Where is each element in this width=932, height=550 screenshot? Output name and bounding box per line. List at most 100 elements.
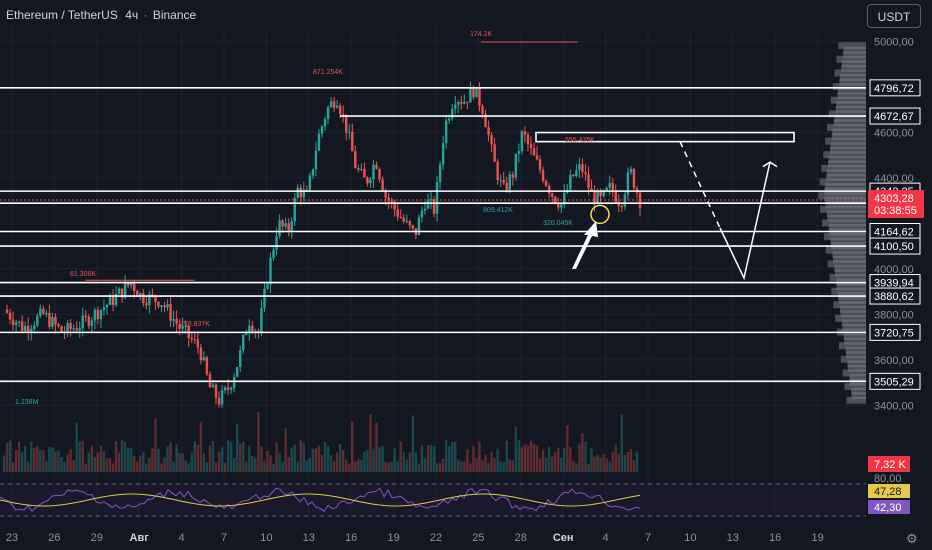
volume-bar (611, 451, 614, 472)
volume-bar (426, 445, 430, 472)
volume-bar (181, 453, 184, 472)
volume-bar (587, 463, 590, 472)
volume-bar (635, 451, 639, 472)
candle-body (547, 185, 551, 194)
volume-bar (223, 462, 227, 472)
volume-bar (629, 449, 633, 472)
price-label-box (869, 323, 921, 341)
volume-bar (475, 457, 478, 472)
volume-bar (481, 460, 484, 472)
volume-bar (211, 440, 215, 472)
y-tick-label: 3600,00 (874, 355, 914, 367)
x-tick-label: 10 (260, 532, 272, 544)
volume-bar (560, 457, 563, 472)
volume-bar (66, 454, 69, 472)
candle-body (172, 318, 175, 321)
x-tick-label: Авг (130, 532, 150, 544)
volume-bar (617, 453, 620, 472)
volume-bar (5, 443, 9, 472)
candle-body (5, 309, 9, 313)
volume-profile-bar (833, 255, 866, 263)
volume-bar (541, 450, 545, 472)
volume-bar (48, 446, 51, 472)
volume-bar (217, 451, 221, 472)
candle-body (348, 131, 351, 133)
candle-body (72, 328, 75, 330)
x-tick-label: 16 (769, 532, 781, 544)
x-tick-label: 28 (515, 532, 527, 544)
interval-label[interactable]: 4ч (125, 8, 139, 22)
volume-profile-bar (834, 114, 866, 122)
candle-body (223, 387, 227, 391)
volume-bar (166, 446, 169, 472)
volume-profile (818, 42, 866, 404)
volume-bar (20, 451, 24, 472)
volume-profile-bar (823, 233, 866, 241)
currency-button[interactable]: USDT (867, 4, 921, 28)
candle-body (438, 164, 442, 182)
candle-body (587, 174, 590, 189)
volume-bar (199, 421, 203, 472)
candle-body (420, 210, 424, 218)
volume-bar (54, 451, 57, 472)
candle-body (308, 175, 312, 191)
volume-bar (502, 462, 505, 472)
volume-annotation: 258.837K (180, 321, 210, 328)
candle-body (481, 105, 484, 114)
candle-body (245, 333, 248, 335)
volume-bar (357, 459, 360, 472)
x-tick-label: Сен (553, 532, 574, 544)
candle-body (178, 323, 181, 329)
candle-body (335, 105, 339, 108)
volume-bar (520, 447, 524, 472)
candle-body (357, 168, 360, 170)
price-label: 3505,29 (874, 376, 914, 388)
volume-profile-bar (831, 287, 866, 295)
countdown-value: 03:38:55 (874, 205, 917, 217)
candle-body (563, 192, 566, 205)
volume-bar (93, 457, 97, 472)
candle-body (366, 177, 369, 184)
volume-bar (360, 459, 363, 472)
candle-body (605, 187, 608, 191)
volume-bar (193, 441, 196, 472)
candle-body (48, 313, 51, 327)
projection-arrowhead (762, 161, 778, 168)
volume-bar (557, 447, 560, 472)
symbol-name[interactable]: Ethereum / TetherUS (6, 8, 118, 22)
candle-body (11, 319, 15, 325)
volume-profile-bar (823, 151, 866, 159)
volume-bar (229, 442, 233, 472)
volume-bar (232, 457, 236, 472)
volume-bar (111, 463, 115, 472)
gear-icon[interactable]: ⚙ (906, 531, 918, 546)
volume-bar (547, 447, 551, 472)
candle-body (232, 376, 236, 388)
candle-body (269, 257, 272, 285)
volume-profile-bar (831, 133, 866, 141)
volume-annotation: 61.308K (70, 271, 96, 278)
rsi-ma-box (868, 484, 910, 498)
candles (5, 81, 642, 409)
volume-bar (593, 456, 596, 472)
candle-body (8, 312, 12, 320)
candle-body (569, 174, 572, 190)
volume-profile-bar (838, 42, 866, 50)
volume-profile-bar (827, 214, 866, 222)
volume-bar (275, 442, 278, 472)
volume-profile-bar (845, 346, 866, 354)
volume-bar (523, 444, 527, 472)
rsi-value-box (868, 500, 910, 514)
y-tick-label: 4600,00 (874, 128, 914, 140)
price-label: 4796,72 (874, 83, 914, 95)
volume-bar (369, 414, 372, 472)
candle-body (36, 315, 39, 326)
candle-body (572, 174, 575, 177)
volume-bar (408, 452, 412, 472)
candle-body (278, 220, 281, 237)
exchange-label[interactable]: Binance (152, 8, 197, 22)
volume-bar (248, 445, 251, 472)
volume-bar (342, 449, 345, 472)
candle-body (111, 295, 115, 305)
